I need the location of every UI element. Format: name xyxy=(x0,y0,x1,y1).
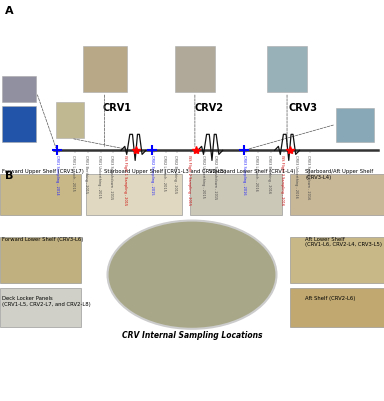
Text: ISS Flight 1 Sampling - 2015: ISS Flight 1 Sampling - 2015 xyxy=(123,155,127,205)
Text: CRV2 Unberthing - 2015: CRV2 Unberthing - 2015 xyxy=(201,155,205,198)
Text: Forward Upper Shelf (CRV3-L7): Forward Upper Shelf (CRV3-L7) xyxy=(2,169,84,174)
Text: B: B xyxy=(5,171,13,181)
Text: Aft Lower Shelf
(CRV1-L6, CRV2-L4, CRV3-L5): Aft Lower Shelf (CRV1-L6, CRV2-L4, CRV3-… xyxy=(305,237,382,247)
FancyBboxPatch shape xyxy=(290,174,384,215)
Text: Starboard/Aft Upper Shelf
(CRV3-L4): Starboard/Aft Upper Shelf (CRV3-L4) xyxy=(305,169,373,180)
Text: CRV3 Launch - 2016: CRV3 Launch - 2016 xyxy=(254,155,258,191)
FancyBboxPatch shape xyxy=(190,174,282,215)
Text: CRV3 Unberthing - 2016: CRV3 Unberthing - 2016 xyxy=(294,155,298,198)
FancyBboxPatch shape xyxy=(267,46,307,92)
Text: CRV1 Sampling - 2014: CRV1 Sampling - 2014 xyxy=(55,155,59,195)
FancyBboxPatch shape xyxy=(290,288,384,327)
Text: Starboard Lower Shelf (CRV1-L4): Starboard Lower Shelf (CRV1-L4) xyxy=(209,169,296,174)
Ellipse shape xyxy=(108,221,276,329)
Text: A: A xyxy=(5,6,13,16)
FancyBboxPatch shape xyxy=(86,174,182,215)
FancyBboxPatch shape xyxy=(2,76,36,102)
Text: CRV Internal Sampling Locations: CRV Internal Sampling Locations xyxy=(122,331,262,340)
Text: ISS Flight 3 Sampling - 2016: ISS Flight 3 Sampling - 2016 xyxy=(280,155,284,205)
FancyBboxPatch shape xyxy=(175,46,215,92)
Text: Deck Locker Panels
(CRV1-L5, CRV2-L7, and CRV2-L8): Deck Locker Panels (CRV1-L5, CRV2-L7, an… xyxy=(2,296,91,307)
Text: CRV2 Launch - 2015: CRV2 Launch - 2015 xyxy=(162,155,166,191)
FancyBboxPatch shape xyxy=(56,102,84,138)
Text: Starboard Upper Shelf (CRV1-L3 and CRV2-L5): Starboard Upper Shelf (CRV1-L3 and CRV2-… xyxy=(104,169,226,174)
Text: CRV3: CRV3 xyxy=(289,103,318,113)
Text: CRV2: CRV2 xyxy=(195,103,224,113)
Text: CRV2 Berthing - 2015: CRV2 Berthing - 2015 xyxy=(174,155,177,193)
Text: CRV2 Splashdown - 2015: CRV2 Splashdown - 2015 xyxy=(213,155,217,200)
FancyBboxPatch shape xyxy=(290,237,384,283)
Text: CRV3 Sampling - 2016: CRV3 Sampling - 2016 xyxy=(242,155,246,195)
Text: CRV3 Splashdown - 2016: CRV3 Splashdown - 2016 xyxy=(306,155,310,200)
FancyBboxPatch shape xyxy=(83,46,127,92)
Text: CRV3 Splashdown - 2015: CRV3 Splashdown - 2015 xyxy=(109,155,113,200)
FancyBboxPatch shape xyxy=(336,108,374,142)
FancyBboxPatch shape xyxy=(0,288,81,327)
Text: Forward Lower Shelf (CRV3-L6): Forward Lower Shelf (CRV3-L6) xyxy=(2,237,83,241)
Text: Aft Shelf (CRV2-L6): Aft Shelf (CRV2-L6) xyxy=(305,296,356,301)
Text: CRV1 Unberthing - 2015: CRV1 Unberthing - 2015 xyxy=(97,155,101,198)
Text: CRV1: CRV1 xyxy=(103,103,132,113)
Text: CRV1 Launch - 2015: CRV1 Launch - 2015 xyxy=(71,155,75,191)
Text: CRV2 Sampling - 2015: CRV2 Sampling - 2015 xyxy=(150,155,154,195)
FancyBboxPatch shape xyxy=(0,174,81,215)
Text: CRV1 Berthing - 2015: CRV1 Berthing - 2015 xyxy=(84,155,88,193)
FancyBboxPatch shape xyxy=(0,237,81,283)
FancyBboxPatch shape xyxy=(2,106,36,142)
Text: CRV3 Berthing - 2016: CRV3 Berthing - 2016 xyxy=(267,155,271,193)
Text: ISS Flight 2 Sampling - 2015: ISS Flight 2 Sampling - 2015 xyxy=(187,155,191,205)
